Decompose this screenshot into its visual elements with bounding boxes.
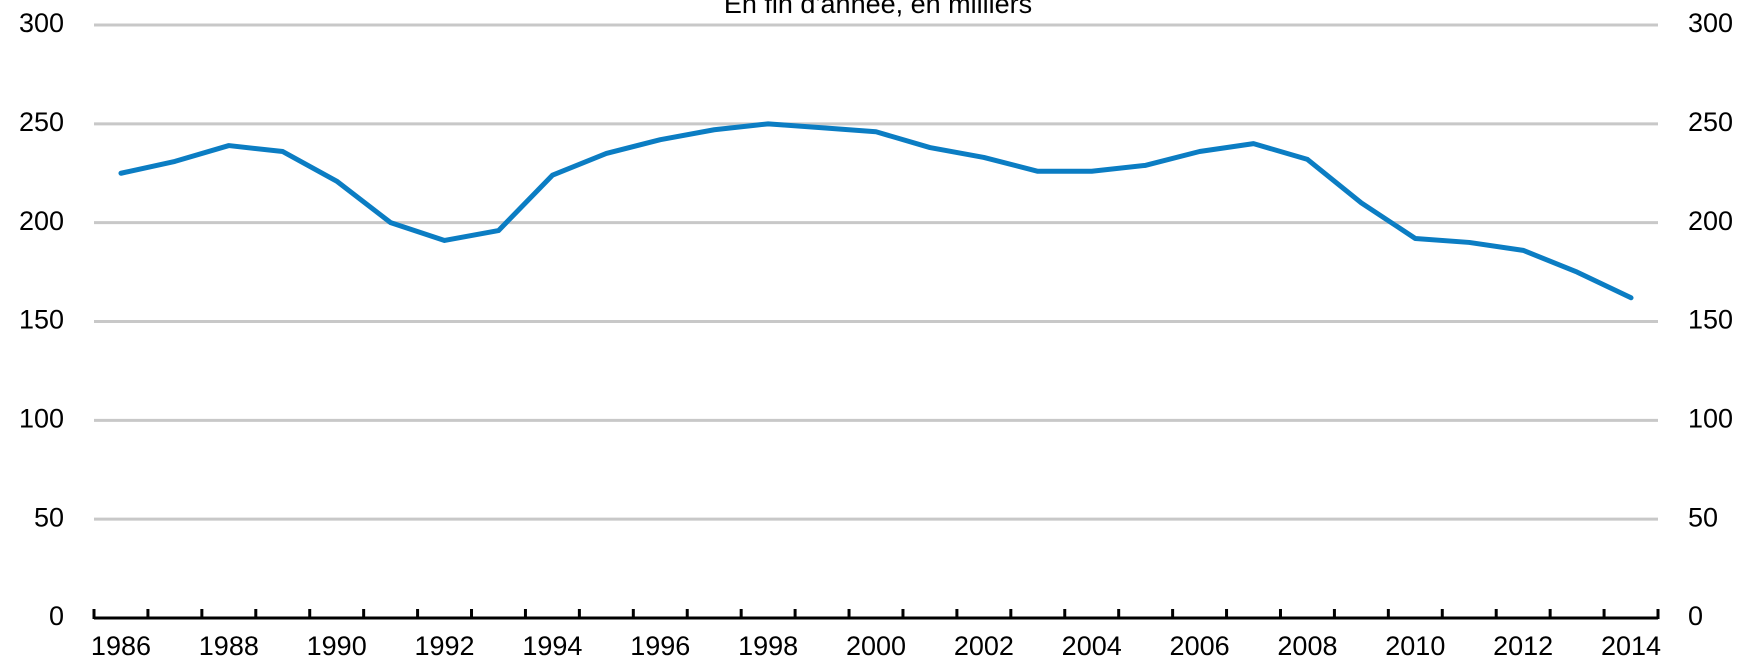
y-tick-label: 100: [19, 403, 64, 433]
chart-subtitle: En fin d'année, en milliers: [724, 0, 1032, 19]
data-line: [118, 121, 1634, 301]
y2-tick-label: 250: [1688, 107, 1733, 137]
x-tick-label: 2000: [846, 631, 906, 661]
x-tick-label: 2014: [1601, 631, 1661, 661]
y2-tick-label: 200: [1688, 206, 1733, 236]
x-tick-label: 1996: [630, 631, 690, 661]
y-tick-label: 200: [19, 206, 64, 236]
x-tick-label: 2012: [1493, 631, 1553, 661]
y2-tick-label: 150: [1688, 305, 1733, 335]
y2-tick-label: 50: [1688, 502, 1718, 532]
y-tick-label: 300: [19, 8, 64, 38]
x-tick-label: 1998: [738, 631, 798, 661]
x-tick-label: 1994: [522, 631, 582, 661]
y-tick-label: 150: [19, 305, 64, 335]
x-tick-label: 2004: [1062, 631, 1122, 661]
y2-tick-label: 0: [1688, 601, 1703, 631]
x-tick-label: 1992: [415, 631, 475, 661]
x-tick-label: 1990: [307, 631, 367, 661]
x-tick-label: 2002: [954, 631, 1014, 661]
x-tick-label: 1988: [199, 631, 259, 661]
x-tick-label: 1986: [91, 631, 151, 661]
x-tick-label: 2006: [1170, 631, 1230, 661]
y2-tick-label: 300: [1688, 8, 1733, 38]
y-tick-label: 0: [49, 601, 64, 631]
y-tick-label: 250: [19, 107, 64, 137]
y2-tick-label: 100: [1688, 403, 1733, 433]
x-tick-label: 2008: [1277, 631, 1337, 661]
y-tick-label: 50: [34, 502, 64, 532]
x-tick-label: 2010: [1385, 631, 1445, 661]
